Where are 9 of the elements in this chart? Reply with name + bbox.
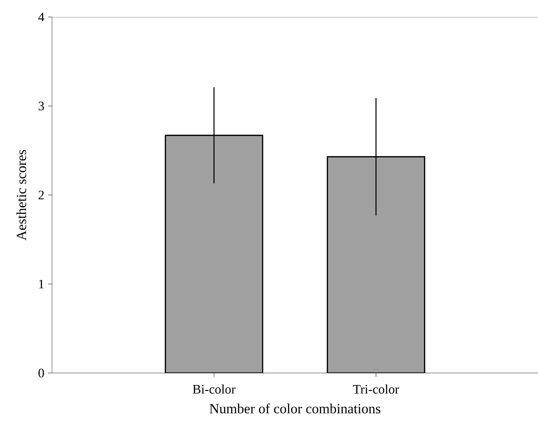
- x-axis-title: Number of color combinations: [210, 403, 380, 414]
- x-tick-label: Bi-color: [192, 384, 236, 394]
- y-tick-label: 3: [38, 102, 44, 110]
- y-axis-title: Aesthetic scores: [16, 150, 26, 240]
- y-tick-label: 4: [38, 12, 44, 22]
- x-tick-label: Tri-color: [353, 384, 400, 394]
- y-tick-label: 1: [39, 280, 44, 288]
- y-tick-label: 0: [38, 368, 44, 378]
- y-tick-label: 2: [38, 190, 44, 200]
